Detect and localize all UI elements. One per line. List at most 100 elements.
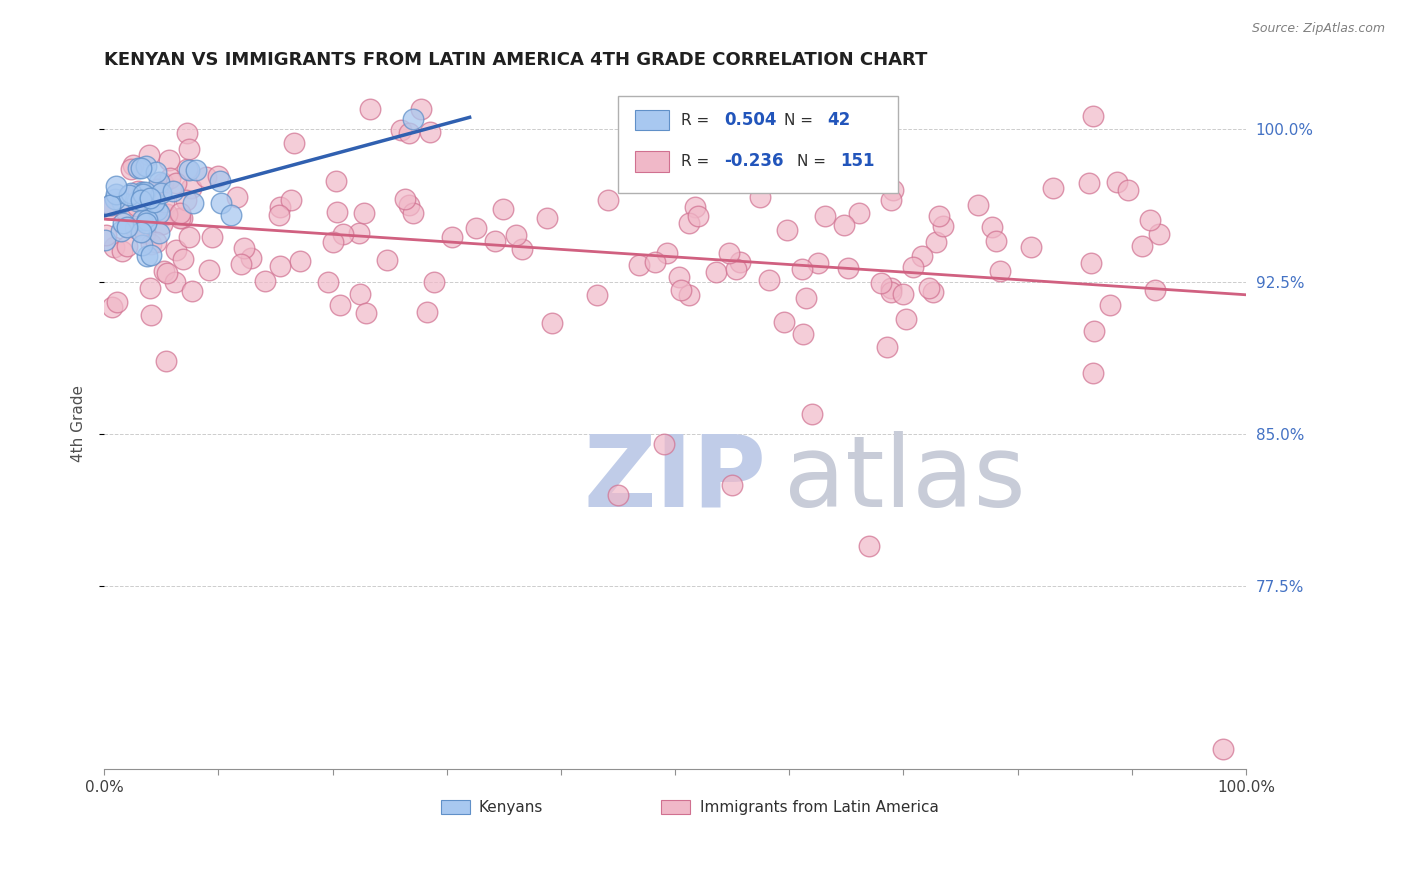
Point [807,256,830,270]
Point [184,163,207,178]
Point [117,239,139,253]
Point [122,158,145,172]
Point [239,252,262,266]
Bar [661,800,690,814]
Point [111,216,134,230]
Point [288,253,311,268]
Point [325,174,347,188]
Bar [636,110,669,130]
Point [156,207,179,221]
Point [880,285,903,299]
Point [721,478,744,492]
Point [1083,366,1105,380]
Point [134,185,156,199]
Point [163,275,186,289]
Point [131,185,153,199]
Point [197,263,219,277]
Point [607,488,630,502]
Point [104,178,127,193]
Text: atlas: atlas [783,431,1025,528]
Point [225,189,247,203]
Point [120,186,142,201]
Point [598,193,620,207]
Point [688,210,710,224]
Point [181,284,204,298]
Point [353,206,375,220]
Point [419,125,441,139]
Text: R =: R = [681,154,714,169]
Point [221,208,243,222]
Point [165,243,187,257]
Point [814,209,837,223]
Point [135,159,157,173]
Point [1118,183,1140,197]
Point [141,237,163,252]
Point [1080,255,1102,269]
Point [118,188,141,202]
Point [136,212,159,227]
Point [146,182,169,196]
Point [156,266,179,280]
Point [868,167,890,181]
Bar [441,800,470,814]
Point [177,162,200,177]
Point [111,244,134,259]
Point [179,230,201,244]
Point [135,216,157,230]
Point [141,308,163,322]
Point [652,437,675,451]
Point [165,176,187,190]
Point [155,353,177,368]
Point [416,305,439,319]
Point [180,180,202,194]
Point [131,238,153,252]
Point [169,206,191,220]
Point [101,300,124,314]
Point [541,316,564,330]
Point [678,216,700,230]
Point [148,226,170,240]
Point [201,230,224,244]
Point [125,194,148,209]
Point [177,142,200,156]
Point [152,176,174,190]
Point [730,254,752,268]
FancyBboxPatch shape [619,95,898,193]
Point [169,211,191,225]
Point [644,254,666,268]
Point [354,306,377,320]
Point [891,287,914,301]
Point [932,219,955,234]
Point [233,241,256,255]
Point [145,165,167,179]
Point [131,161,153,175]
Point [176,126,198,140]
Point [349,287,371,301]
Point [465,221,488,235]
Point [876,340,898,354]
Point [678,287,700,301]
Point [1147,227,1170,241]
Point [269,200,291,214]
Point [141,194,163,209]
Text: Kenyans: Kenyans [479,800,543,814]
Bar [636,151,669,172]
Point [668,270,690,285]
Point [105,294,128,309]
Point [1099,298,1122,312]
Point [1212,742,1234,756]
Text: 151: 151 [841,153,875,170]
Point [901,260,924,274]
Point [103,240,125,254]
Point [832,218,855,232]
Point [921,285,943,299]
Point [1083,325,1105,339]
Point [347,226,370,240]
Point [96,227,118,242]
Point [162,184,184,198]
Text: 42: 42 [827,111,851,129]
Point [134,227,156,241]
Point [1042,180,1064,194]
Point [925,235,948,250]
Point [115,219,138,234]
